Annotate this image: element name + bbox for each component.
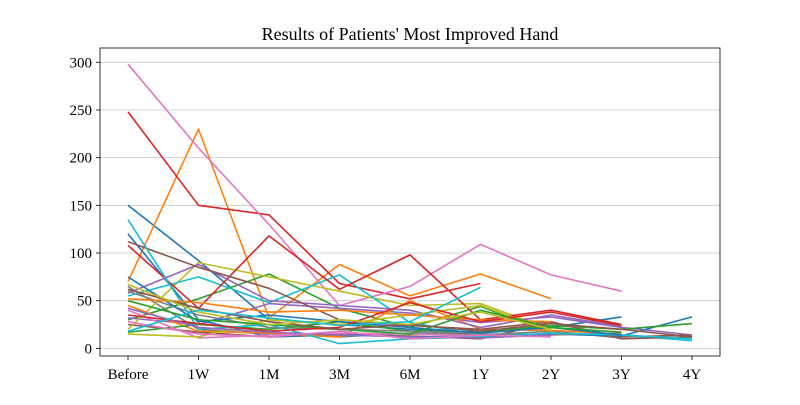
x-tick-label: 6M <box>400 367 421 383</box>
x-tick-label: 1Y <box>471 367 490 383</box>
y-tick-label: 100 <box>70 246 93 262</box>
y-tick-label: 150 <box>70 198 93 214</box>
series-line-19 <box>127 304 552 338</box>
y-tick-label: 200 <box>70 151 93 167</box>
y-tick-label: 0 <box>85 341 93 357</box>
series-line-22 <box>127 298 552 323</box>
x-tick-label: 1W <box>188 367 211 383</box>
series-lines <box>127 63 693 345</box>
y-tick-label: 300 <box>70 55 93 71</box>
series-line-27 <box>127 320 552 340</box>
x-tick-label: 3Y <box>612 367 631 383</box>
series-line-24 <box>127 301 622 332</box>
series-line-28 <box>127 283 552 331</box>
series-line-4 <box>127 111 481 300</box>
series-line-12 <box>127 299 622 338</box>
x-tick-label: 2Y <box>542 367 561 383</box>
y-tick-label: 50 <box>77 294 92 310</box>
series-line-2 <box>127 128 552 319</box>
series-line-5 <box>127 302 693 336</box>
series-line-7 <box>127 63 622 307</box>
series-line-17 <box>127 309 551 339</box>
x-tick-label: 1M <box>259 367 280 383</box>
series-line-14 <box>127 235 622 326</box>
series-line-9 <box>127 261 552 331</box>
x-tick-label: 3M <box>329 367 350 383</box>
x-tick-label: 4Y <box>683 367 702 383</box>
y-tick-label: 250 <box>70 103 93 119</box>
axes: 0 50 100 150 200 250 300 Before 1W 1M 3M 6M 1Y 2Y 3Y 4Y <box>70 47 721 383</box>
x-tick-label: Before <box>108 367 149 383</box>
plot-frame <box>99 47 721 357</box>
series-line-29 <box>127 286 481 332</box>
series-line-25 <box>127 307 552 339</box>
chart-title: Results of Patients' Most Improved Hand <box>262 24 559 44</box>
